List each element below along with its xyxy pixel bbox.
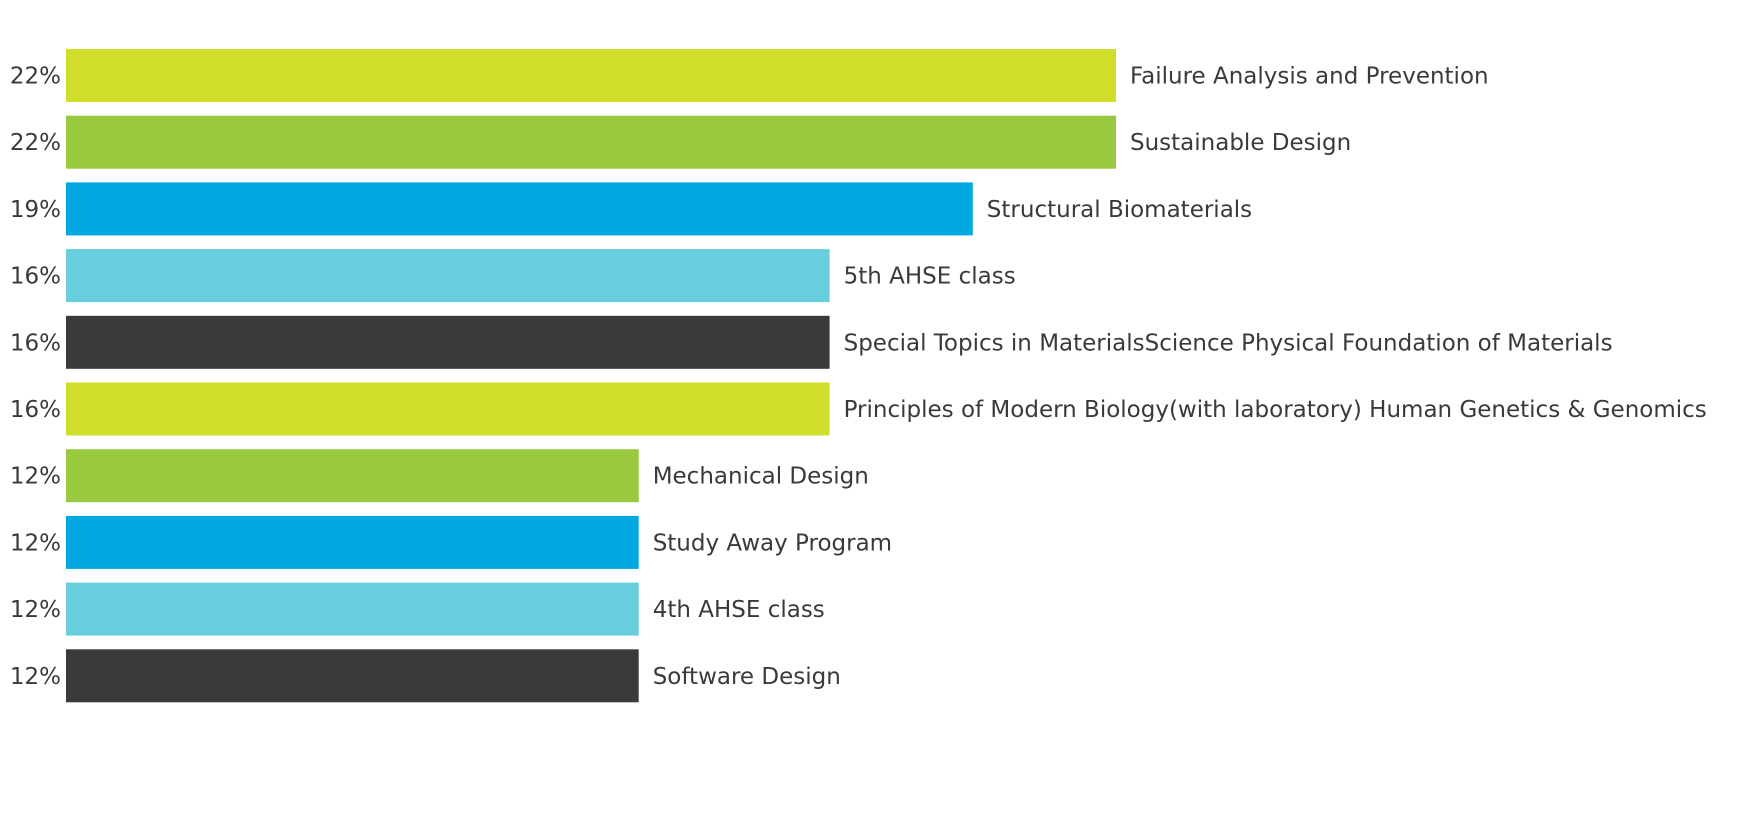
category-label: Special Topics in MaterialsScience Physi… (844, 330, 1613, 356)
value-label: 12% (10, 664, 61, 690)
category-label: Software Design (653, 664, 841, 690)
bar (66, 382, 830, 436)
value-labels-layer: 22% 22% 19% 16% 16% 16% 12% 12% 12% 12% (10, 64, 61, 690)
category-labels-layer: Failure Analysis and Prevention Sustainab… (653, 64, 1707, 690)
bar (66, 515, 639, 569)
category-label: Mechanical Design (653, 464, 869, 490)
bar (66, 49, 1116, 102)
value-label: 16% (10, 397, 61, 423)
value-label: 16% (10, 330, 61, 356)
value-label: 12% (10, 530, 61, 556)
category-label: Sustainable Design (1130, 130, 1351, 156)
value-label: 16% (10, 264, 61, 290)
category-label: Failure Analysis and Prevention (1130, 64, 1489, 90)
bar (66, 182, 973, 236)
bars-layer (66, 49, 1116, 703)
category-label: Structural Biomaterials (987, 197, 1252, 223)
value-label: 19% (10, 197, 61, 223)
value-label: 22% (10, 64, 61, 90)
bar (66, 649, 639, 703)
category-label: Principles of Modern Biology(with labora… (844, 397, 1707, 423)
bar (66, 249, 830, 303)
value-label: 12% (10, 597, 61, 623)
bar (66, 582, 639, 636)
bar (66, 449, 639, 503)
bar (66, 115, 1116, 169)
value-label: 12% (10, 464, 61, 490)
bar (66, 315, 830, 369)
value-label: 22% (10, 130, 61, 156)
category-label: 4th AHSE class (653, 597, 825, 623)
category-label: 5th AHSE class (844, 264, 1016, 290)
category-label: Study Away Program (653, 530, 892, 556)
